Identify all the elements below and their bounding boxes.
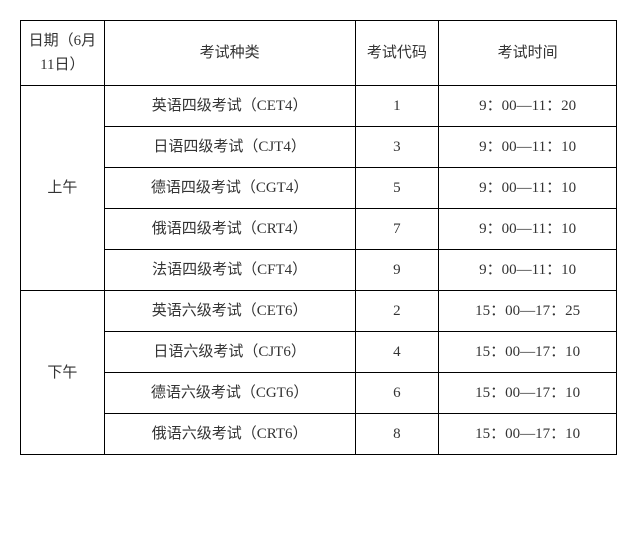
table-row: 德语四级考试（CGT4） 5 9：00—11：10 — [21, 168, 617, 209]
table-row: 俄语六级考试（CRT6） 8 15：00—17：10 — [21, 414, 617, 455]
header-row: 日期（6月11日） 考试种类 考试代码 考试时间 — [21, 21, 617, 86]
exam-type: 法语四级考试（CFT4） — [104, 250, 355, 291]
exam-type: 德语六级考试（CGT6） — [104, 373, 355, 414]
period-cell: 上午 — [21, 86, 105, 291]
header-code: 考试代码 — [355, 21, 439, 86]
table-row: 德语六级考试（CGT6） 6 15：00—17：10 — [21, 373, 617, 414]
exam-code: 2 — [355, 291, 439, 332]
exam-code: 4 — [355, 332, 439, 373]
exam-time: 15：00—17：10 — [439, 373, 617, 414]
exam-time: 9：00—11：10 — [439, 168, 617, 209]
exam-type: 日语六级考试（CJT6） — [104, 332, 355, 373]
table-row: 法语四级考试（CFT4） 9 9：00—11：10 — [21, 250, 617, 291]
exam-time: 9：00—11：10 — [439, 250, 617, 291]
table-row: 上午 英语四级考试（CET4） 1 9：00—11：20 — [21, 86, 617, 127]
exam-time: 9：00—11：10 — [439, 209, 617, 250]
header-date: 日期（6月11日） — [21, 21, 105, 86]
header-type: 考试种类 — [104, 21, 355, 86]
period-cell: 下午 — [21, 291, 105, 455]
table-row: 俄语四级考试（CRT4） 7 9：00—11：10 — [21, 209, 617, 250]
table-row: 日语六级考试（CJT6） 4 15：00—17：10 — [21, 332, 617, 373]
exam-code: 6 — [355, 373, 439, 414]
exam-time: 9：00—11：10 — [439, 127, 617, 168]
exam-type: 俄语六级考试（CRT6） — [104, 414, 355, 455]
exam-type: 俄语四级考试（CRT4） — [104, 209, 355, 250]
exam-code: 8 — [355, 414, 439, 455]
exam-time: 9：00—11：20 — [439, 86, 617, 127]
exam-time: 15：00—17：25 — [439, 291, 617, 332]
exam-time: 15：00—17：10 — [439, 414, 617, 455]
exam-type: 日语四级考试（CJT4） — [104, 127, 355, 168]
table-row: 下午 英语六级考试（CET6） 2 15：00—17：25 — [21, 291, 617, 332]
table-body: 上午 英语四级考试（CET4） 1 9：00—11：20 日语四级考试（CJT4… — [21, 86, 617, 455]
exam-code: 5 — [355, 168, 439, 209]
header-time: 考试时间 — [439, 21, 617, 86]
exam-code: 7 — [355, 209, 439, 250]
exam-code: 1 — [355, 86, 439, 127]
exam-type: 英语四级考试（CET4） — [104, 86, 355, 127]
table-row: 日语四级考试（CJT4） 3 9：00—11：10 — [21, 127, 617, 168]
exam-code: 9 — [355, 250, 439, 291]
exam-schedule-table: 日期（6月11日） 考试种类 考试代码 考试时间 上午 英语四级考试（CET4）… — [20, 20, 617, 455]
exam-type: 德语四级考试（CGT4） — [104, 168, 355, 209]
exam-type: 英语六级考试（CET6） — [104, 291, 355, 332]
exam-code: 3 — [355, 127, 439, 168]
exam-time: 15：00—17：10 — [439, 332, 617, 373]
